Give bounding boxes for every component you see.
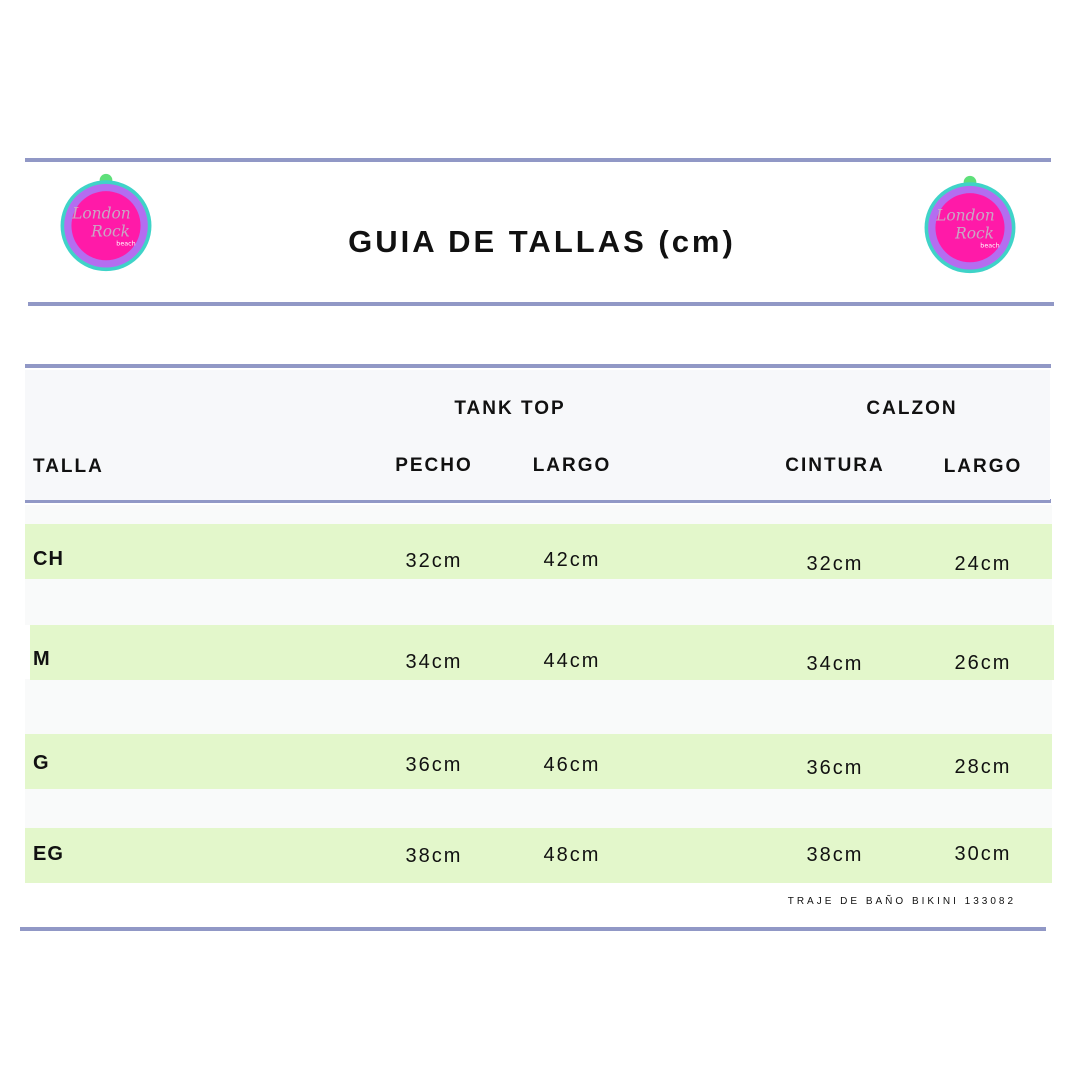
table-header xyxy=(25,370,1050,500)
size-label: M xyxy=(33,648,51,670)
cell-largo-calzon: 26cm xyxy=(954,652,1012,674)
group-header-calzon: CALZON xyxy=(866,398,958,419)
column-header-talla: TALLA xyxy=(33,456,104,477)
row-spacer xyxy=(25,505,1052,524)
size-label: G xyxy=(33,752,50,774)
table-row xyxy=(30,625,1054,680)
cell-largo-calzon: 24cm xyxy=(954,553,1012,575)
product-reference: TRAJE DE BAÑO BIKINI 133082 xyxy=(787,896,1016,907)
column-header-largo: LARGO xyxy=(532,455,612,476)
cell-pecho: 34cm xyxy=(405,651,463,673)
svg-text:London: London xyxy=(935,206,995,224)
row-spacer xyxy=(25,788,1052,828)
cell-largo: 44cm xyxy=(543,650,601,672)
page-title: GUIA DE TALLAS (cm) xyxy=(348,224,736,259)
row-spacer xyxy=(25,579,1052,625)
table-row xyxy=(25,828,1052,883)
cell-cintura: 32cm xyxy=(806,553,864,575)
column-header-cintura: CINTURA xyxy=(785,455,885,476)
divider xyxy=(20,927,1046,931)
group-header-tank-top: TANK TOP xyxy=(454,398,566,419)
column-header-pecho: PECHO xyxy=(395,455,473,476)
cell-largo: 42cm xyxy=(543,549,601,571)
svg-text:Rock: Rock xyxy=(90,223,130,241)
cell-largo: 46cm xyxy=(543,754,601,776)
table-row xyxy=(25,734,1052,789)
column-header-largo-calzon: LARGO xyxy=(943,456,1023,477)
divider xyxy=(28,302,1054,306)
row-spacer xyxy=(25,679,1052,734)
cell-largo: 48cm xyxy=(543,844,601,866)
table-row xyxy=(25,524,1052,579)
cell-cintura: 38cm xyxy=(806,844,864,866)
divider xyxy=(25,364,1051,368)
svg-text:Rock: Rock xyxy=(954,225,994,243)
size-label: EG xyxy=(33,843,64,865)
cell-largo-calzon: 30cm xyxy=(954,843,1012,865)
svg-text:London: London xyxy=(71,204,131,222)
cell-largo-calzon: 28cm xyxy=(954,756,1012,778)
cell-pecho: 32cm xyxy=(405,550,463,572)
cell-pecho: 36cm xyxy=(405,754,463,776)
svg-text:beach: beach xyxy=(116,241,135,248)
cell-pecho: 38cm xyxy=(405,845,463,867)
brand-logo-right: London Rock beach xyxy=(924,175,1016,274)
cell-cintura: 34cm xyxy=(806,653,864,675)
divider xyxy=(25,158,1051,162)
size-label: CH xyxy=(33,548,64,570)
divider xyxy=(25,499,1051,503)
brand-logo-left: London Rock beach xyxy=(60,173,152,272)
cell-cintura: 36cm xyxy=(806,757,864,779)
svg-text:beach: beach xyxy=(980,243,999,250)
